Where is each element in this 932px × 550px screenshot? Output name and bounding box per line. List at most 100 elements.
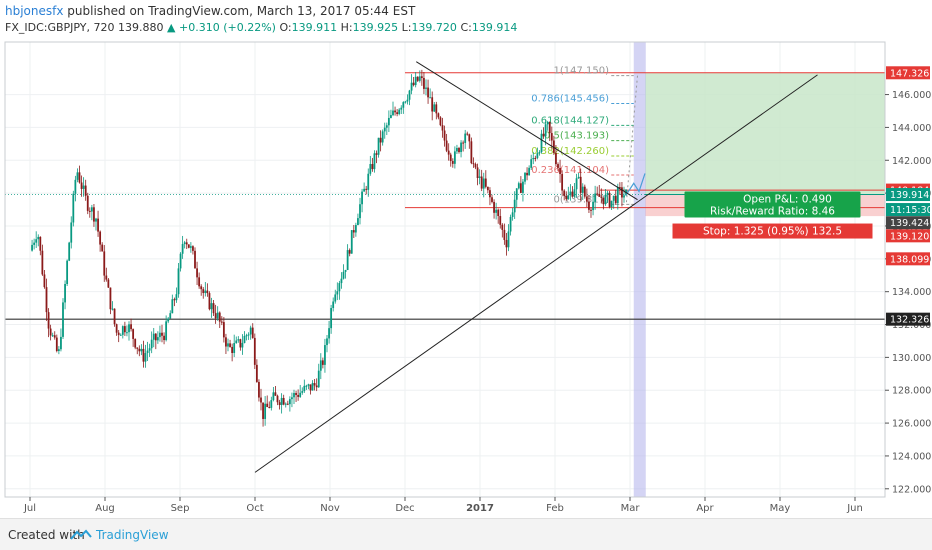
candle-body <box>598 193 601 197</box>
candle <box>272 386 275 402</box>
candle-body <box>45 287 48 313</box>
candle-body <box>60 336 62 350</box>
candle <box>266 395 269 408</box>
candle <box>342 264 345 280</box>
candle-body <box>592 201 594 211</box>
symbol-label[interactable]: FX_IDC:GBPJPY, 720 <box>5 21 115 34</box>
price-tag-text: 138.099 <box>890 254 929 265</box>
candle <box>291 392 293 408</box>
candle-body <box>84 185 87 196</box>
plot-frame <box>4 41 886 498</box>
tradingview-brand[interactable]: TradingView <box>96 528 169 542</box>
candle-body <box>588 201 590 210</box>
candle-body <box>375 153 378 155</box>
candle <box>557 162 559 171</box>
candle-body <box>76 172 79 180</box>
candle-body <box>173 299 176 301</box>
candle <box>321 357 324 369</box>
candle <box>303 379 306 393</box>
author-link[interactable]: hbjonesfx <box>5 4 64 18</box>
candle <box>519 176 522 194</box>
candle-body <box>95 218 97 222</box>
price-tag: 147.326 <box>886 66 930 80</box>
candle-body <box>49 328 52 336</box>
candle <box>462 140 465 152</box>
ohlc-line: FX_IDC:GBPJPY, 720 139.880 ▲ +0.310 (+0.… <box>5 21 517 34</box>
candle <box>148 343 151 357</box>
candle-body <box>142 348 145 362</box>
candle-body <box>326 338 328 346</box>
candle <box>336 282 339 301</box>
candle <box>435 101 438 120</box>
candle-body <box>264 403 267 419</box>
candle <box>476 163 479 186</box>
candle <box>328 320 330 344</box>
candle-body <box>538 152 541 154</box>
candle-body <box>604 194 607 205</box>
candle-body <box>451 161 454 164</box>
candle <box>227 338 229 352</box>
candle <box>183 240 186 249</box>
candle-body <box>117 332 120 335</box>
candle <box>233 334 236 358</box>
candle <box>97 210 99 237</box>
candle-body <box>301 391 304 393</box>
candle <box>78 165 81 184</box>
candle <box>49 324 52 341</box>
candle-body <box>82 185 85 189</box>
candle-body <box>97 218 99 232</box>
candle-body <box>536 153 539 159</box>
candle-body <box>196 268 198 278</box>
candle-body <box>359 204 361 219</box>
candle-body <box>53 335 56 338</box>
candle-body <box>581 186 584 193</box>
candle <box>181 235 184 259</box>
candle <box>31 239 33 252</box>
candle-body <box>130 324 132 330</box>
candle-body <box>212 303 215 314</box>
candle <box>55 334 58 353</box>
candle-body <box>251 327 254 338</box>
candle <box>229 339 231 348</box>
candle <box>315 378 318 392</box>
candle-body <box>579 176 582 193</box>
candle-body <box>57 349 60 351</box>
candle <box>482 172 485 198</box>
candle-body <box>262 402 264 419</box>
price-tag-text: 11:15:30 <box>890 205 932 216</box>
candle-body <box>202 289 205 294</box>
candle-body <box>286 403 289 405</box>
candle <box>231 343 234 362</box>
candle-body <box>398 109 401 114</box>
candle-body <box>107 279 110 288</box>
candle-body <box>371 164 374 170</box>
candle-body <box>185 242 188 245</box>
candle <box>284 402 287 408</box>
x-tick-label: Apr <box>696 503 714 514</box>
candle-body <box>198 277 201 287</box>
candle-body <box>192 246 194 251</box>
candle-body <box>282 397 285 405</box>
candle-body <box>447 150 450 155</box>
candle-body <box>187 244 190 248</box>
candle-body <box>385 125 388 128</box>
candle <box>392 101 394 117</box>
candle-body <box>344 269 347 272</box>
candle <box>453 146 456 169</box>
footer-bar: Created with TradingView <box>0 518 932 550</box>
candle <box>418 70 421 83</box>
candle <box>179 252 182 272</box>
candle <box>383 122 386 139</box>
price-tag-bg <box>886 66 930 80</box>
candle <box>526 167 528 181</box>
candle-body <box>503 229 506 240</box>
open-label: O: <box>279 21 292 34</box>
candle <box>247 332 250 340</box>
candle <box>299 384 302 398</box>
price-chart[interactable]: 1(147.150) 0.786(145.456) 0.618(144.127) 0.… <box>0 40 932 518</box>
candle-body <box>396 112 399 114</box>
candle <box>581 183 584 200</box>
candle-body <box>80 182 83 189</box>
candle <box>194 247 196 269</box>
y-tick-label: 142.000 <box>892 156 931 167</box>
